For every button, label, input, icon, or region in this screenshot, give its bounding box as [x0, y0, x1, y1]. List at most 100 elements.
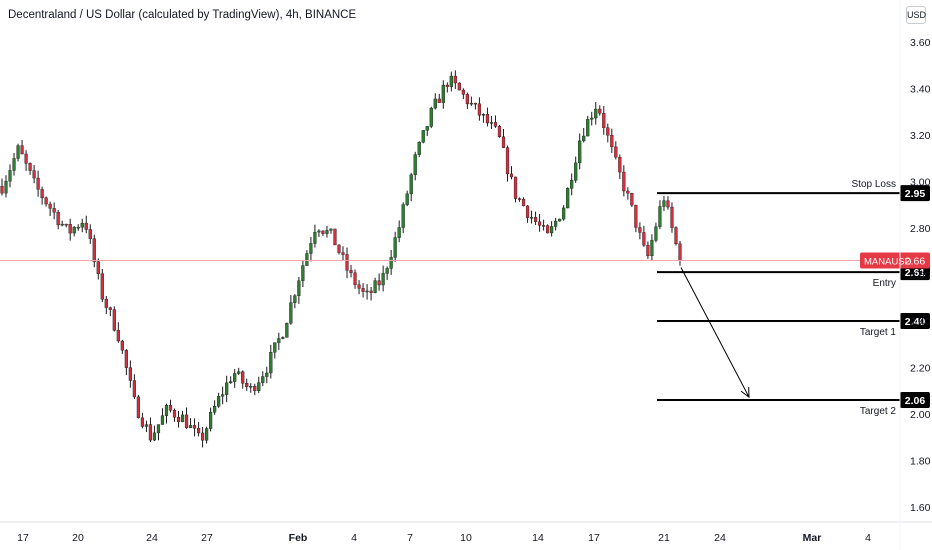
candle-up	[249, 385, 253, 388]
candle-up	[237, 371, 241, 374]
candle-up	[289, 302, 293, 324]
y-tick-label: 1.60	[910, 502, 931, 514]
candle-down	[92, 238, 96, 262]
current-price-value: 2.66	[905, 256, 926, 268]
candle-up	[481, 114, 486, 116]
candle-up	[325, 230, 329, 234]
candle-up	[4, 180, 8, 194]
candle-up	[273, 342, 277, 353]
candle-up	[385, 268, 389, 274]
candle-up	[180, 414, 185, 423]
candle-down	[88, 229, 92, 239]
candle-down	[20, 145, 24, 155]
candle-down	[32, 170, 36, 179]
candle-down	[104, 298, 108, 308]
candle-down	[521, 198, 526, 207]
currency-button[interactable]: USD	[906, 6, 926, 24]
candle-down	[602, 113, 606, 128]
candle-up	[397, 227, 401, 238]
candle-up	[381, 273, 385, 286]
x-tick-label: 24	[146, 532, 158, 544]
candle-up	[209, 411, 213, 429]
candle-up	[433, 98, 437, 109]
candle-up	[594, 108, 598, 119]
candle-down	[120, 340, 124, 351]
candle-down	[513, 176, 518, 199]
candle-up	[662, 200, 666, 207]
y-tick-label: 2.00	[910, 409, 931, 421]
candle-down	[445, 84, 449, 87]
x-tick-label: 27	[201, 532, 213, 544]
candle-down	[253, 385, 257, 391]
candle-down	[626, 190, 630, 194]
candle-down	[132, 380, 136, 398]
candle-up	[293, 295, 297, 303]
candle-up	[529, 217, 534, 219]
candle-up	[562, 207, 566, 220]
x-tick-label: 21	[658, 532, 670, 544]
candle-down	[634, 204, 638, 228]
candle-down	[345, 254, 349, 271]
candle-down	[116, 330, 120, 342]
candle-down	[477, 103, 482, 116]
candle-down	[52, 208, 56, 213]
candle-up	[449, 75, 453, 87]
candle-up	[401, 204, 405, 228]
candle-down	[148, 424, 153, 441]
y-tick-label: 1.80	[910, 456, 931, 468]
candle-up	[586, 119, 590, 137]
candle-down	[337, 244, 341, 253]
candle-down	[369, 290, 373, 293]
candle-down	[28, 163, 32, 171]
candle-up	[152, 432, 157, 441]
candle-up	[160, 415, 165, 425]
candle-down	[541, 225, 546, 227]
candle-up	[469, 102, 473, 105]
candle-down	[509, 173, 514, 178]
level-price-label: 2.95	[905, 188, 926, 200]
candle-down	[241, 371, 245, 384]
candle-up	[72, 227, 76, 234]
candle-up	[441, 84, 445, 103]
candle-up	[373, 280, 377, 293]
candle-down	[497, 126, 502, 137]
y-tick-label: 3.40	[910, 84, 931, 96]
candle-up	[393, 237, 397, 258]
candle-down	[501, 136, 506, 148]
candle-up	[261, 376, 265, 383]
candle-up	[164, 405, 169, 416]
candle-down	[128, 367, 132, 381]
candle-up	[188, 425, 193, 429]
x-tick-label: Feb	[289, 532, 308, 544]
x-tick-label: 4	[351, 532, 357, 544]
candle-down	[136, 396, 141, 419]
candle-up	[317, 230, 321, 233]
candle-up	[313, 231, 317, 244]
candle-down	[546, 225, 550, 234]
candle-up	[570, 180, 574, 189]
candle-up	[144, 424, 149, 427]
y-tick-label: 3.60	[910, 37, 931, 49]
candle-up	[309, 243, 313, 254]
y-tick-label: 3.20	[910, 130, 931, 142]
projection-arrow-line	[680, 267, 750, 398]
candle-down	[473, 102, 478, 105]
candle-down	[36, 177, 40, 190]
candle-down	[361, 288, 365, 292]
candle-down	[670, 206, 674, 228]
candle-up	[421, 130, 425, 143]
candle-down	[493, 122, 498, 127]
candle-down	[485, 114, 490, 124]
candle-up	[425, 126, 429, 131]
level-name-label: Stop Loss	[852, 179, 896, 190]
candle-down	[64, 223, 68, 226]
candle-down	[172, 410, 177, 418]
x-tick-label: 24	[714, 532, 726, 544]
candle-up	[590, 117, 594, 120]
candle-up	[225, 382, 229, 395]
candle-down	[84, 222, 88, 230]
candle-down	[24, 153, 28, 164]
candle-down	[0, 185, 4, 194]
projection-arrow-head	[740, 387, 750, 399]
